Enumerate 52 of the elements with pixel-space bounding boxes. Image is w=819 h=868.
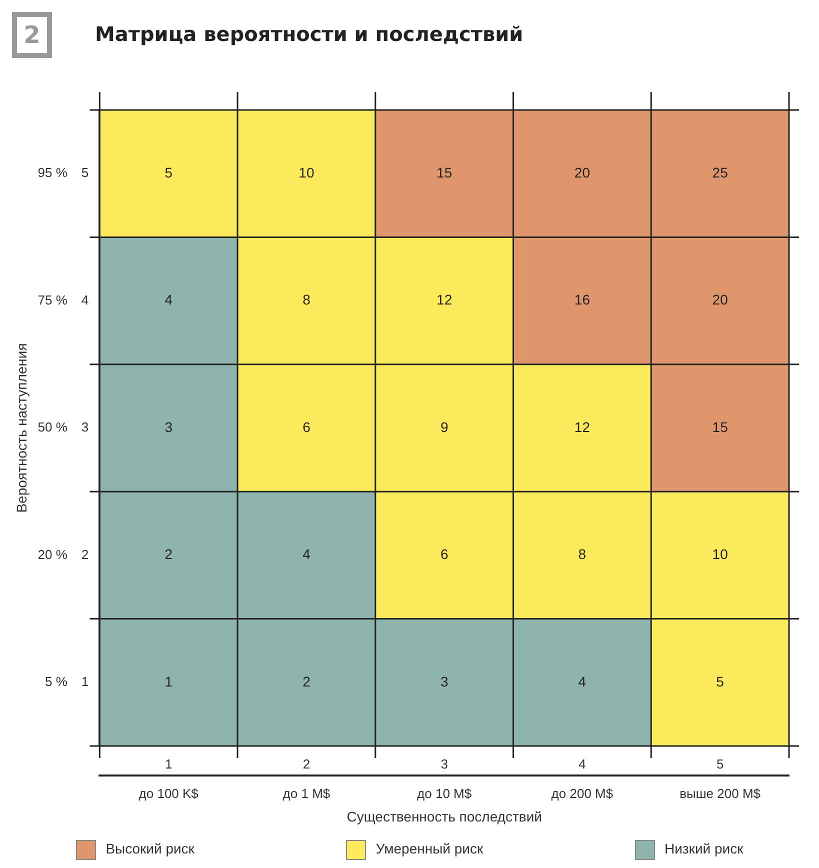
x-tick-label: до 200 M$ <box>551 786 614 801</box>
y2-tick-label: 3 <box>81 420 89 435</box>
y2-tick-label: 4 <box>81 292 89 308</box>
x-tick-label: выше 200 M$ <box>680 786 762 801</box>
data-label: 2 <box>302 673 311 690</box>
data-label: 15 <box>436 164 452 180</box>
y-tick-label: 75 % <box>38 292 68 308</box>
y2-tick-label: 2 <box>81 546 89 562</box>
x2-tick-label: 4 <box>578 756 586 772</box>
text: 2 <box>12 12 52 58</box>
data-label: 5 <box>716 673 724 690</box>
x2-tick-label: 5 <box>716 756 724 772</box>
data-label: 5 <box>164 164 173 180</box>
x2-tick-label: 1 <box>164 756 172 772</box>
data-label: 25 <box>712 164 728 180</box>
data-label: 12 <box>574 418 590 435</box>
data-label: 4 <box>578 673 586 690</box>
data-label: 8 <box>578 546 586 562</box>
text: Высокий риск <box>104 840 194 859</box>
x-tick-label: до 10 M$ <box>417 786 472 801</box>
y-tick-label: 50 % <box>38 420 68 435</box>
y-tick-label: 20 % <box>38 546 68 562</box>
y-tick-label: 5 % <box>45 674 68 689</box>
data-label: 8 <box>302 292 311 308</box>
data-label: 2 <box>164 546 173 562</box>
data-label: 3 <box>440 673 448 690</box>
x-tick-label: до 1 M$ <box>282 786 331 801</box>
y2-tick-label: 1 <box>81 674 89 689</box>
text: Умеренный риск <box>374 840 484 859</box>
data-label: 4 <box>164 292 173 308</box>
y-tick-label: 95 % <box>38 165 68 180</box>
x-axis-title: Существенность последствий <box>346 808 542 824</box>
data-label: 4 <box>302 546 311 562</box>
y2-tick-label: 5 <box>81 165 89 180</box>
text: Низкий риск <box>664 840 744 859</box>
data-label: 1 <box>164 673 173 690</box>
data-label: 20 <box>712 292 728 308</box>
data-label: 15 <box>712 418 728 435</box>
y-axis-title: Вероятность наступления <box>13 343 30 513</box>
x2-tick-label: 3 <box>440 756 448 772</box>
data-label: 10 <box>712 546 728 562</box>
data-label: 6 <box>440 546 448 562</box>
x-tick-label: до 100 K$ <box>138 786 200 801</box>
data-label: 16 <box>574 292 590 308</box>
data-label: 9 <box>440 418 448 435</box>
chart-title: Матрица вероятности и последствий <box>95 22 524 46</box>
data-label: 6 <box>302 418 311 435</box>
data-label: 12 <box>436 292 452 308</box>
data-label: 20 <box>574 164 590 180</box>
x2-tick-label: 2 <box>302 756 310 772</box>
data-label: 3 <box>164 418 173 435</box>
data-label: 10 <box>298 164 314 180</box>
